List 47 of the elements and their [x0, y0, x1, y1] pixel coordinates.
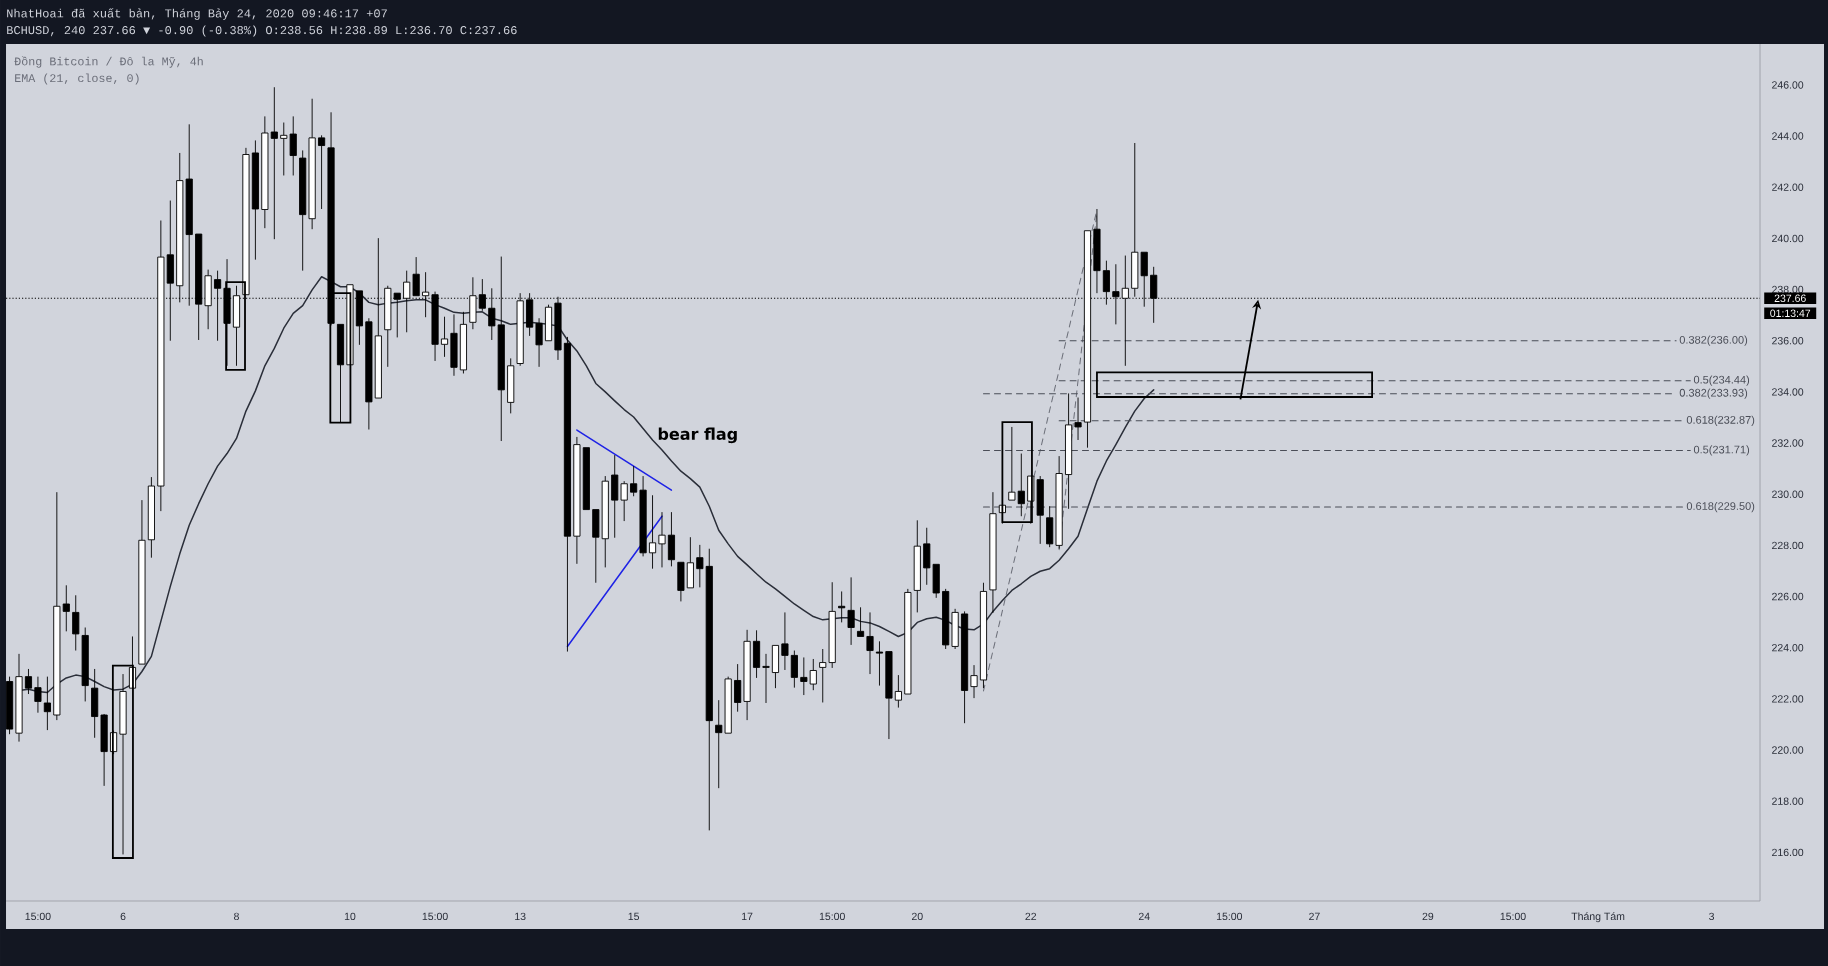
x-tick-label: 20 — [911, 912, 923, 921]
y-tick-label: 224.00 — [1772, 644, 1804, 652]
y-tick-label: 218.00 — [1772, 797, 1804, 805]
x-tick-label: 15:00 — [1500, 912, 1526, 921]
series-label: 0.618(229.50) — [1686, 501, 1755, 513]
series-label: 0.5(231.71) — [1693, 445, 1750, 456]
x-tick-label: 15:00 — [25, 912, 51, 921]
x-tick-label: 3 — [1709, 912, 1715, 921]
y-tick-label: 228.00 — [1772, 541, 1804, 550]
x-tick-label: 13 — [515, 912, 526, 921]
y-tick-label: 234.00 — [1772, 388, 1804, 396]
x-tick-label: 24 — [1138, 912, 1150, 920]
x-tick-label: 6 — [120, 912, 126, 921]
x-tick-label: 15:00 — [422, 912, 448, 921]
annotation: bear flag — [658, 427, 737, 444]
x-tick-label: 10 — [344, 912, 356, 921]
series-label: 0.382(236.00) — [1679, 335, 1748, 346]
y-tick-label: 220.00 — [1772, 746, 1804, 754]
x-tick-label: 22 — [1025, 912, 1037, 920]
series-label: 0.5(234.44) — [1693, 375, 1750, 386]
x-tick-label: 27 — [1309, 912, 1320, 920]
y-tick-label: 244.00 — [1772, 132, 1804, 140]
ref-line-label: 237.66 — [1774, 294, 1806, 302]
x-tick-label: 15:00 — [1216, 912, 1243, 921]
series-label: 0.618(232.87) — [1686, 415, 1755, 426]
y-tick-label: 222.00 — [1772, 695, 1804, 703]
y-tick-label: 236.00 — [1772, 337, 1804, 345]
x-tick-label: 29 — [1422, 912, 1434, 921]
series-label: 0.382(233.93) — [1679, 388, 1748, 399]
x-tick-label: 17 — [742, 912, 753, 920]
text: NhatHoai đã xuất bản, Tháng Bảy 24, 2020 09:46:17 +07 — [7, 8, 387, 20]
text: 01:13:47 — [1770, 309, 1811, 317]
y-tick-label: 240.00 — [1772, 234, 1804, 243]
x-tick-label: 15:00 — [819, 912, 845, 921]
y-tick-label: 242.00 — [1772, 183, 1804, 191]
y-tick-label: 226.00 — [1772, 592, 1804, 601]
text: BCHUSD, 240 237.66 ▼ -0.90 (-0.38%) O:238.56 H:238.89 L:236.70 C:237.66 — [7, 25, 517, 37]
y-tick-label: 216.00 — [1772, 848, 1804, 857]
text: Đồng Bitcoin / Đô la Mỹ, 4h — [14, 56, 203, 68]
x-tick-label: Tháng Tám — [1571, 912, 1625, 923]
y-tick-label: 230.00 — [1772, 490, 1804, 498]
y-tick-label: 232.00 — [1772, 439, 1804, 447]
x-tick-label: 8 — [234, 912, 239, 921]
x-tick-label: 15 — [628, 912, 640, 921]
y-tick-label: 246.00 — [1772, 81, 1804, 89]
text: EMA (21, close, 0) — [15, 73, 139, 85]
y-tick-label: 238.00 — [1772, 285, 1804, 294]
